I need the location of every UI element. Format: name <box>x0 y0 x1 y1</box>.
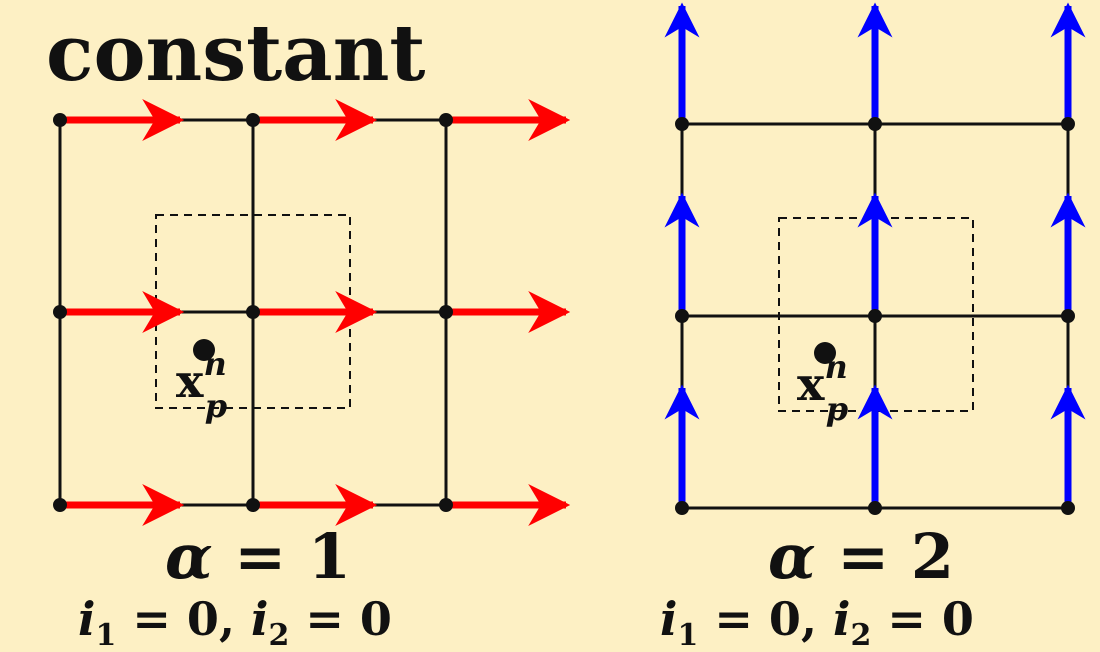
grid-node <box>1061 309 1075 323</box>
particle-point <box>193 339 215 361</box>
grid-node <box>246 305 260 319</box>
grid-node <box>868 117 882 131</box>
grid-node <box>439 498 453 512</box>
alpha-label-left: α = 1 <box>165 520 351 593</box>
grid-node <box>439 305 453 319</box>
index-label-left: i1 = 0, i2 = 0 <box>78 592 392 652</box>
grid-node <box>868 501 882 515</box>
grid-node <box>53 498 67 512</box>
panel-alpha-2: xn p α = 2 i1 = 0, i2 = 0 <box>660 2 1086 652</box>
particle-label: xn p <box>176 345 227 425</box>
particle-point <box>814 342 836 364</box>
grid-node <box>53 305 67 319</box>
particle-label: xn p <box>797 348 848 428</box>
grid-node <box>439 113 453 127</box>
grid-node <box>246 498 260 512</box>
grid-node <box>675 501 689 515</box>
diagram-title: constant <box>46 8 425 99</box>
grid-nodes-right <box>675 117 1075 515</box>
grid-node <box>1061 117 1075 131</box>
grid-node <box>675 309 689 323</box>
grid-node <box>675 117 689 131</box>
grid-node <box>868 309 882 323</box>
alpha-label-right: α = 2 <box>768 520 954 593</box>
grid-node <box>1061 501 1075 515</box>
red-arrows <box>60 99 571 526</box>
grid-nodes-left <box>53 113 453 512</box>
blue-arrows <box>664 2 1086 508</box>
grid-node <box>53 113 67 127</box>
index-label-right: i1 = 0, i2 = 0 <box>660 592 974 652</box>
panel-alpha-1: xn p α = 1 i1 = 0, i2 = 0 <box>53 99 571 652</box>
grid-node <box>246 113 260 127</box>
